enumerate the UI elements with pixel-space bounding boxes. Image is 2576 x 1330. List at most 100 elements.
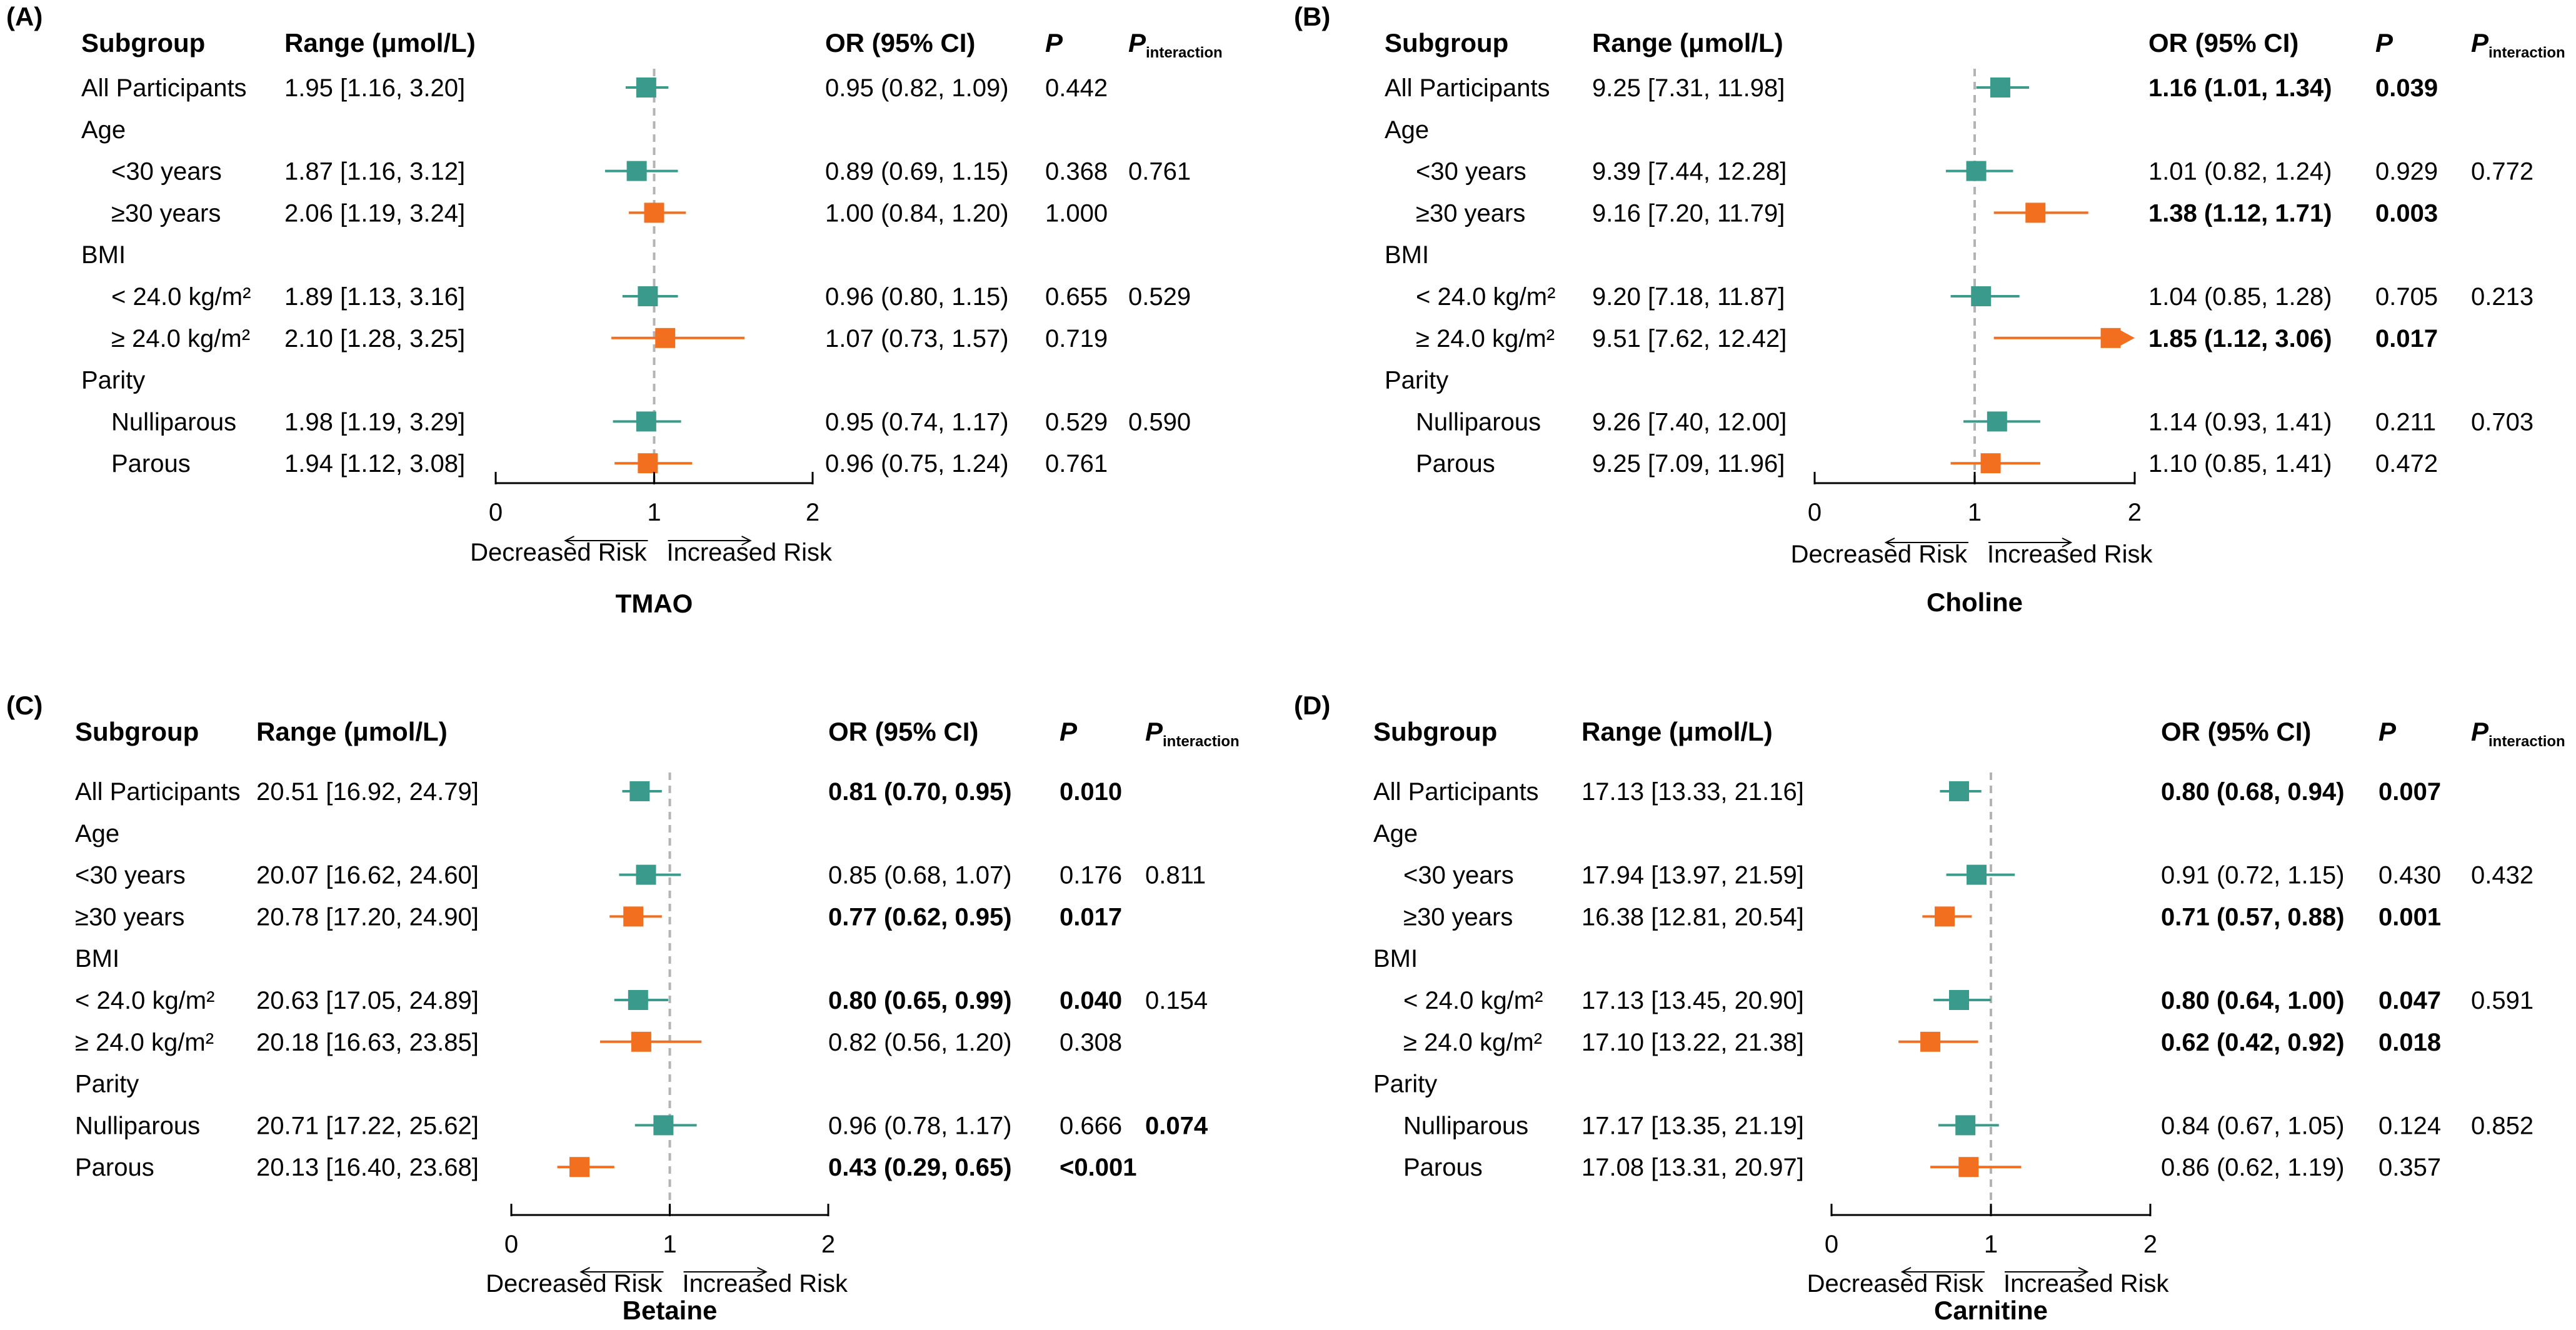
p-value: 0.018 [2378, 1029, 2441, 1056]
or-ci-value: 0.62 (0.42, 0.92) [2161, 1029, 2345, 1056]
subgroup-label: ≥30 years [75, 903, 184, 931]
range-value: 9.16 [7.20, 11.79] [1592, 199, 1785, 227]
or-ci-value: 1.10 (0.85, 1.41) [2148, 450, 2332, 478]
point-estimate [636, 78, 656, 98]
p-value: 0.007 [2378, 778, 2441, 806]
point-estimate [628, 990, 648, 1010]
range-value: 1.89 [1.13, 3.16] [284, 283, 465, 311]
point-estimate [1971, 286, 1992, 306]
column-header-range: Range (μmol/L) [1592, 28, 1783, 58]
p-value: 0.017 [1060, 903, 1122, 931]
column-header-p: P [1045, 28, 1063, 58]
increased-risk-label: Increased Risk [667, 539, 833, 566]
or-ci-value: 1.14 (0.93, 1.41) [2148, 408, 2332, 436]
p-interaction-value: 0.432 [2471, 862, 2533, 889]
p-interaction-value: 0.154 [1145, 987, 1208, 1014]
subgroup-label: ≥ 24.0 kg/m² [1403, 1029, 1542, 1056]
p-interaction-main: P [1128, 28, 1146, 58]
group-header: BMI [75, 945, 119, 972]
point-estimate [1949, 990, 1969, 1010]
subgroup-label: <30 years [1403, 862, 1514, 889]
point-estimate [1980, 453, 2001, 474]
subgroup-label: ≥ 24.0 kg/m² [75, 1029, 214, 1056]
x-tick-label: 1 [1968, 499, 1982, 526]
group-header: BMI [1385, 241, 1429, 269]
decreased-risk-arrowhead [564, 536, 574, 546]
p-value: 0.929 [2375, 158, 2438, 186]
p-interaction-main: P [2471, 717, 2489, 746]
or-ci-value: 0.43 (0.29, 0.65) [828, 1154, 1012, 1181]
group-header: BMI [1373, 945, 1418, 972]
range-value: 20.71 [17.22, 25.62] [256, 1112, 479, 1139]
subgroup-label: All Participants [75, 778, 241, 806]
x-tick-label: 0 [504, 1231, 518, 1258]
point-estimate [636, 411, 656, 432]
column-header-or: OR (95% CI) [828, 717, 978, 746]
point-estimate [1935, 906, 1955, 927]
subgroup-label: Nulliparous [75, 1112, 200, 1139]
or-ci-value: 0.86 (0.62, 1.19) [2161, 1154, 2345, 1181]
point-estimate [1949, 781, 1969, 801]
range-value: 20.18 [16.63, 23.85] [256, 1029, 479, 1056]
p-interaction-value: 0.074 [1145, 1112, 1208, 1139]
column-header-subgroup: Subgroup [75, 717, 199, 746]
range-value: 20.63 [17.05, 24.89] [256, 987, 479, 1014]
p-interaction-subscript: interaction [1163, 733, 1240, 750]
group-header: Parity [1373, 1071, 1437, 1098]
x-tick-label: 0 [489, 499, 503, 526]
subgroup-label: < 24.0 kg/m² [111, 283, 251, 311]
range-value: 17.17 [13.35, 21.19] [1581, 1112, 1804, 1139]
column-header-p-interaction: Pinteraction [1128, 28, 1223, 61]
p-interaction-value: 0.529 [1128, 283, 1191, 311]
p-value: 0.047 [2378, 987, 2441, 1014]
or-ci-value: 0.95 (0.82, 1.09) [825, 74, 1009, 102]
or-ci-value: 0.80 (0.65, 0.99) [828, 987, 1012, 1014]
point-estimate [638, 453, 658, 474]
column-header-p-interaction: Pinteraction [2471, 28, 2565, 61]
range-value: 17.13 [13.33, 21.16] [1581, 778, 1804, 806]
p-interaction-value: 0.761 [1128, 158, 1191, 186]
subgroup-label: All Participants [1385, 74, 1550, 102]
point-estimate [631, 1031, 651, 1052]
p-value: 0.719 [1045, 325, 1108, 352]
increased-risk-label: Increased Risk [683, 1270, 849, 1298]
p-value: 0.003 [2375, 199, 2438, 227]
or-ci-value: 1.38 (1.12, 1.71) [2148, 199, 2332, 227]
panel-label: (A) [6, 2, 43, 31]
range-value: 1.94 [1.12, 3.08] [284, 450, 465, 478]
or-ci-value: 1.00 (0.84, 1.20) [825, 199, 1009, 227]
p-interaction-value: 0.772 [2471, 158, 2533, 186]
or-ci-value: 0.81 (0.70, 0.95) [828, 778, 1012, 806]
p-value: 0.176 [1060, 862, 1122, 889]
p-value: 0.666 [1060, 1112, 1122, 1139]
point-estimate [1955, 1115, 1976, 1136]
range-value: 9.26 [7.40, 12.00] [1592, 408, 1787, 436]
subgroup-label: Parous [75, 1154, 154, 1181]
x-tick-label: 2 [821, 1231, 835, 1258]
p-value: 0.308 [1060, 1029, 1122, 1056]
or-ci-value: 0.95 (0.74, 1.17) [825, 408, 1009, 436]
p-interaction-value: 0.213 [2471, 283, 2533, 311]
p-value: 0.017 [2375, 325, 2438, 352]
subgroup-label: Parous [1416, 450, 1495, 478]
forest-panel-b: (B)Subgroup Range (μmol/L) OR (95% CI) P Pin… [1294, 2, 2565, 617]
forest-panel-a: (A)Subgroup Range (μmol/L) OR (95% CI) P Pin… [6, 2, 1223, 618]
point-estimate [1990, 78, 2010, 98]
p-value: 0.211 [2375, 408, 2436, 436]
panel-label: (D) [1294, 691, 1330, 720]
point-estimate [1966, 161, 1987, 181]
subgroup-label: < 24.0 kg/m² [1416, 283, 1555, 311]
point-estimate [1920, 1031, 1941, 1052]
range-value: 9.51 [7.62, 12.42] [1592, 325, 1787, 352]
or-ci-value: 1.85 (1.12, 3.06) [2148, 325, 2332, 352]
range-value: 20.51 [16.92, 24.79] [256, 778, 479, 806]
p-value: 0.705 [2375, 283, 2438, 311]
x-tick-label: 1 [647, 499, 661, 526]
forest-panel-c: (C)Subgroup Range (μmol/L) OR (95% CI) P Pin… [6, 691, 1240, 1325]
range-value: 17.94 [13.97, 21.59] [1581, 862, 1804, 889]
increased-risk-arrowhead [741, 536, 752, 546]
subgroup-label: Nulliparous [1416, 408, 1541, 436]
p-interaction-subscript: interaction [1146, 44, 1223, 61]
subgroup-label: All Participants [1373, 778, 1539, 806]
